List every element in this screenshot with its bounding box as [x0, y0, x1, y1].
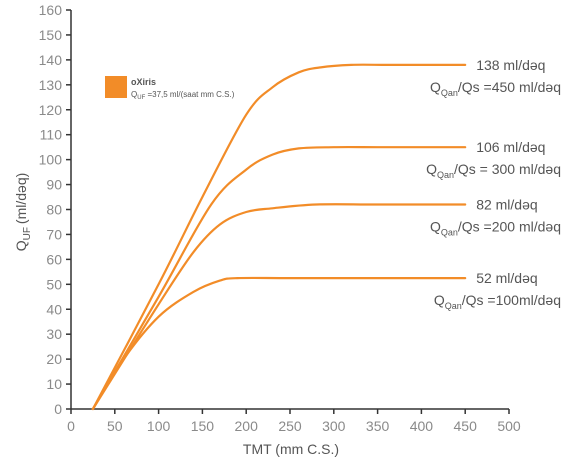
y-tick-label: 150 — [39, 27, 63, 43]
series-line-2 — [91, 145, 467, 411]
series-condition-label-3: QQan/Qs =200 ml/dəq — [430, 219, 561, 238]
x-tick-label: 350 — [366, 418, 390, 434]
series-condition-label-4: QQan/Qs =100ml/dəq — [434, 292, 561, 311]
y-tick-label: 90 — [46, 177, 62, 193]
chart-lines — [91, 63, 467, 411]
y-tick-label: 130 — [39, 77, 63, 93]
y-tick-label: 50 — [46, 276, 62, 292]
x-tick-label: 400 — [410, 418, 434, 434]
legend: oXiris QUF =37,5 ml/(saat mm C.S.) — [105, 76, 235, 101]
legend-subtitle: QUF =37,5 ml/(saat mm C.S.) — [131, 90, 235, 101]
x-tick-label: 200 — [235, 418, 259, 434]
y-tick-label: 60 — [46, 251, 62, 267]
series-line-1 — [91, 63, 467, 411]
series-value-label-3: 82 ml/dəq — [476, 197, 537, 213]
series-value-label-4: 52 ml/dəq — [476, 270, 537, 286]
x-tick-label: 100 — [147, 418, 171, 434]
y-tick-label: 70 — [46, 226, 62, 242]
y-tick-label: 0 — [54, 401, 62, 417]
x-tick-label: 150 — [191, 418, 215, 434]
y-tick-label: 160 — [39, 2, 63, 18]
series-line-4 — [91, 276, 467, 411]
y-tick-label: 140 — [39, 52, 63, 68]
y-tick-label: 30 — [46, 326, 62, 342]
y-tick-label: 10 — [46, 376, 62, 392]
x-tick-label: 50 — [107, 418, 123, 434]
y-tick-label: 20 — [46, 351, 62, 367]
legend-title: oXiris — [131, 77, 156, 87]
legend-swatch — [105, 76, 127, 98]
x-axis-title: TMT (mm C.S.) — [243, 441, 339, 457]
x-tick-label: 500 — [497, 418, 521, 434]
y-tick-label: 40 — [46, 301, 62, 317]
chart-ticks: 0 10 20 30 40 50 60 70 80 90 100 110 120 130 140 150 160… — [39, 2, 521, 434]
y-tick-label: 80 — [46, 202, 62, 218]
series-line-3 — [91, 203, 467, 411]
x-tick-label: 0 — [67, 418, 75, 434]
y-tick-label: 110 — [40, 127, 63, 143]
series-value-label-1: 138 ml/dəq — [476, 57, 545, 73]
chart-axes — [70, 10, 509, 410]
y-axis-title: QUF(ml/dəq) — [13, 173, 33, 252]
series-condition-label-2: QQan/Qs = 300 ml/dəq — [426, 161, 561, 180]
x-tick-label: 450 — [454, 418, 478, 434]
chart-series-labels: 138 ml/dəq QQan/Qs =450 ml/dəq 106 ml/dəq Q… — [426, 57, 561, 311]
x-tick-label: 250 — [278, 418, 302, 434]
y-tick-label: 120 — [39, 102, 63, 118]
series-value-label-2: 106 ml/dəq — [476, 139, 545, 155]
x-tick-label: 300 — [322, 418, 346, 434]
series-condition-label-1: QQan/Qs =450 ml/dəq — [430, 79, 561, 98]
y-tick-label: 100 — [39, 152, 63, 168]
